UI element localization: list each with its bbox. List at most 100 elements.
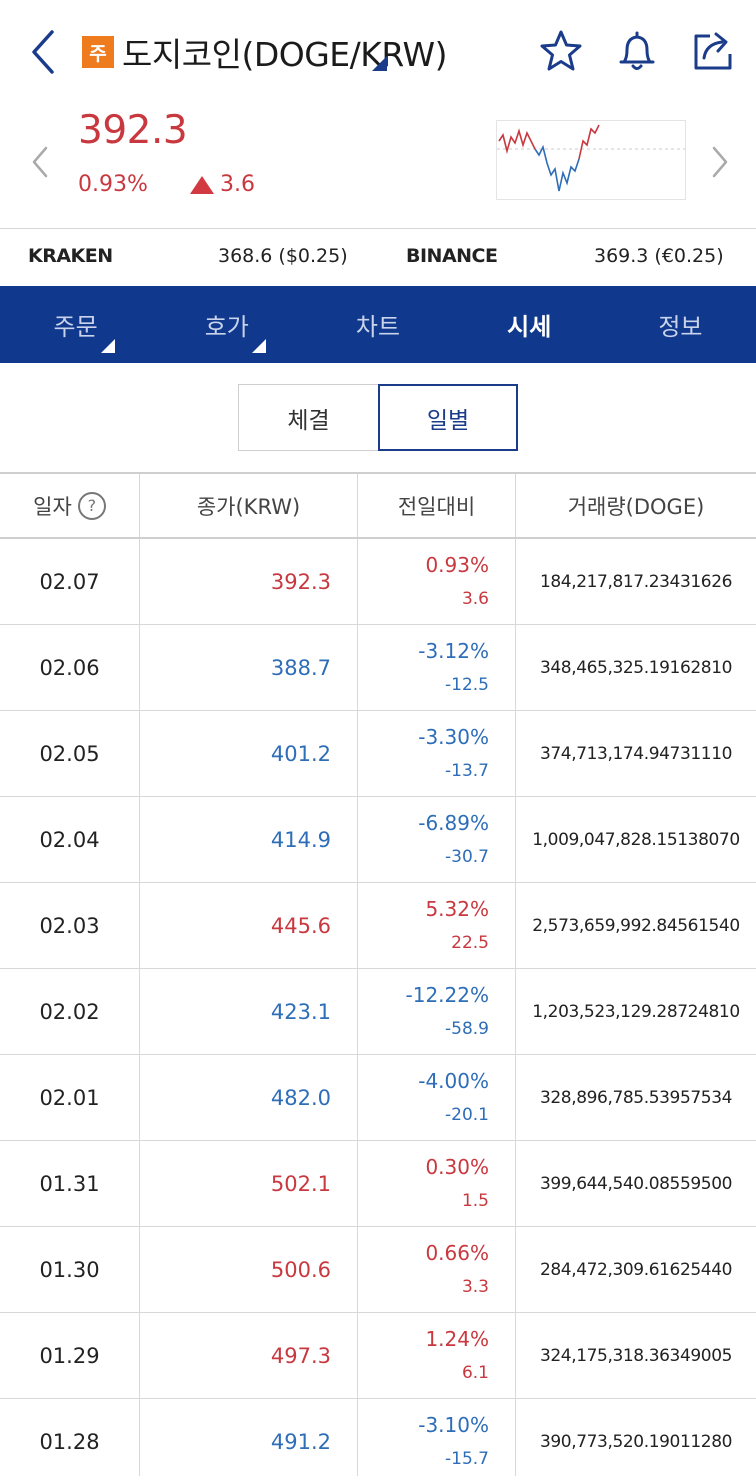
change-amount-value: 3.6 [220, 172, 255, 197]
tab-label: 호가 [204, 313, 249, 341]
table-row[interactable]: 02.01 482.0 -4.00% -20.1 328,896,785.5395753… [0, 1055, 756, 1141]
row-change-amount: 3.6 [461, 588, 489, 609]
row-date: 02.02 [0, 969, 140, 1054]
column-header-close: 종가(KRW) [140, 474, 358, 537]
row-close-price: 500.6 [140, 1227, 358, 1312]
table-row[interactable]: 02.04 414.9 -6.89% -30.7 1,009,047,828.15138… [0, 797, 756, 883]
table-row[interactable]: 01.31 502.1 0.30% 1.5 399,644,540.08559500 [0, 1141, 756, 1227]
row-close-price: 423.1 [140, 969, 358, 1054]
change-amount: 3.6 [190, 172, 255, 197]
row-change-amount: 1.5 [461, 1190, 489, 1211]
row-date: 02.04 [0, 797, 140, 882]
change-percent: 0.93% [78, 172, 148, 197]
tab-label: 정보 [658, 313, 703, 341]
row-close-price: 401.2 [140, 711, 358, 796]
exchange-price: 369.3 (€0.25) [594, 245, 724, 267]
row-change: 0.30% 1.5 [358, 1141, 516, 1226]
table-row[interactable]: 02.06 388.7 -3.12% -12.5 348,465,325.1916281… [0, 625, 756, 711]
alarm-button[interactable] [614, 28, 660, 74]
coin-title: 도지코인(DOGE/KRW) [122, 35, 447, 74]
row-change-percent: -3.12% [418, 638, 489, 663]
row-date: 02.03 [0, 883, 140, 968]
row-change: 5.32% 22.5 [358, 883, 516, 968]
row-change-amount: 22.5 [451, 932, 489, 953]
row-date: 02.06 [0, 625, 140, 710]
table-row[interactable]: 01.28 491.2 -3.10% -15.7 390,773,520.1901128… [0, 1399, 756, 1476]
row-volume: 328,896,785.53957534 [539, 1087, 733, 1108]
exchange-name: BINANCE [406, 245, 498, 267]
app-header: 주 도지코인(DOGE/KRW) [0, 0, 756, 104]
star-icon [540, 30, 582, 71]
row-change: -12.22% -58.9 [358, 969, 516, 1054]
row-date: 02.07 [0, 539, 140, 624]
current-price: 392.3 [78, 108, 188, 153]
tab-orderbook[interactable]: 호가 [151, 286, 302, 363]
row-close-price: 502.1 [140, 1141, 358, 1226]
tab-label: 시세 [507, 313, 552, 341]
row-volume: 374,713,174.94731110 [539, 743, 733, 764]
segment-daily[interactable]: 일별 [378, 384, 518, 451]
column-header-label: 일자 [33, 494, 72, 519]
row-change: -6.89% -30.7 [358, 797, 516, 882]
tab-info[interactable]: 정보 [605, 286, 756, 363]
table-row[interactable]: 02.02 423.1 -12.22% -58.9 1,203,523,129.2872… [0, 969, 756, 1055]
row-volume: 1,203,523,129.28724810 [532, 1001, 740, 1022]
up-triangle-icon [190, 175, 214, 194]
row-change-percent: 5.32% [425, 896, 489, 921]
chevron-right-icon [712, 146, 728, 178]
row-date: 02.05 [0, 711, 140, 796]
segment-trades[interactable]: 체결 [238, 384, 378, 451]
row-change-amount: 3.3 [461, 1276, 489, 1297]
table-body: 02.07 392.3 0.93% 3.6 184,217,817.23431626 02… [0, 539, 756, 1476]
row-change-amount: -15.7 [445, 1448, 489, 1469]
coin-selector-caret-icon[interactable] [372, 56, 387, 71]
coin-selector[interactable]: 주 도지코인(DOGE/KRW) [82, 24, 447, 80]
table-row[interactable]: 01.29 497.3 1.24% 6.1 324,175,318.36349005 [0, 1313, 756, 1399]
row-change-percent: 1.24% [425, 1326, 489, 1351]
price-panel: 392.3 0.93% 3.6 [0, 104, 756, 228]
exchange-name: KRAKEN [28, 245, 113, 267]
favorite-button[interactable] [538, 28, 584, 74]
row-change-percent: -4.00% [418, 1068, 489, 1093]
table-row[interactable]: 02.03 445.6 5.32% 22.5 2,573,659,992.8456154… [0, 883, 756, 969]
row-date: 01.30 [0, 1227, 140, 1312]
row-volume: 2,573,659,992.84561540 [532, 915, 740, 936]
row-close-price: 491.2 [140, 1399, 358, 1476]
row-change: -4.00% -20.1 [358, 1055, 516, 1140]
row-close-price: 392.3 [140, 539, 358, 624]
help-icon[interactable]: ? [77, 491, 106, 520]
row-volume: 348,465,325.19162810 [539, 657, 733, 678]
column-header-change: 전일대비 [358, 474, 516, 537]
mini-chart-graphic [497, 124, 685, 192]
tab-chart[interactable]: 차트 [302, 286, 453, 363]
row-change-amount: -30.7 [445, 846, 489, 867]
row-change: 1.24% 6.1 [358, 1313, 516, 1398]
row-change-percent: 0.93% [425, 552, 489, 577]
table-row[interactable]: 02.05 401.2 -3.30% -13.7 374,713,174.9473111… [0, 711, 756, 797]
row-close-price: 482.0 [140, 1055, 358, 1140]
prev-coin-button[interactable] [26, 140, 56, 184]
main-tab-bar: 주문 호가 차트 시세 정보 [0, 286, 756, 363]
row-date: 01.28 [0, 1399, 140, 1476]
market-badge: 주 [82, 36, 114, 68]
table-row[interactable]: 01.30 500.6 0.66% 3.3 284,472,309.61625440 [0, 1227, 756, 1313]
back-button[interactable] [22, 26, 66, 78]
dropdown-caret-icon [252, 339, 267, 353]
mini-price-chart[interactable] [496, 120, 686, 200]
row-change: -3.10% -15.7 [358, 1399, 516, 1476]
tab-label: 주문 [53, 313, 98, 341]
share-icon [694, 32, 732, 70]
row-volume: 324,175,318.36349005 [539, 1345, 733, 1366]
next-coin-button[interactable] [704, 140, 734, 184]
row-change: -3.12% -12.5 [358, 625, 516, 710]
row-close-price: 445.6 [140, 883, 358, 968]
tab-label: 차트 [355, 313, 401, 341]
tab-quotes[interactable]: 시세 [454, 286, 605, 363]
share-button[interactable] [690, 28, 736, 74]
dropdown-caret-icon [101, 339, 116, 353]
row-change: 0.93% 3.6 [358, 539, 516, 624]
daily-quote-table: 일자 ? 종가(KRW) 전일대비 거래량(DOGE) 02.07 392.3 0.… [0, 472, 756, 1476]
tab-order[interactable]: 주문 [0, 286, 151, 363]
row-change: 0.66% 3.3 [358, 1227, 516, 1312]
table-row[interactable]: 02.07 392.3 0.93% 3.6 184,217,817.23431626 [0, 539, 756, 625]
